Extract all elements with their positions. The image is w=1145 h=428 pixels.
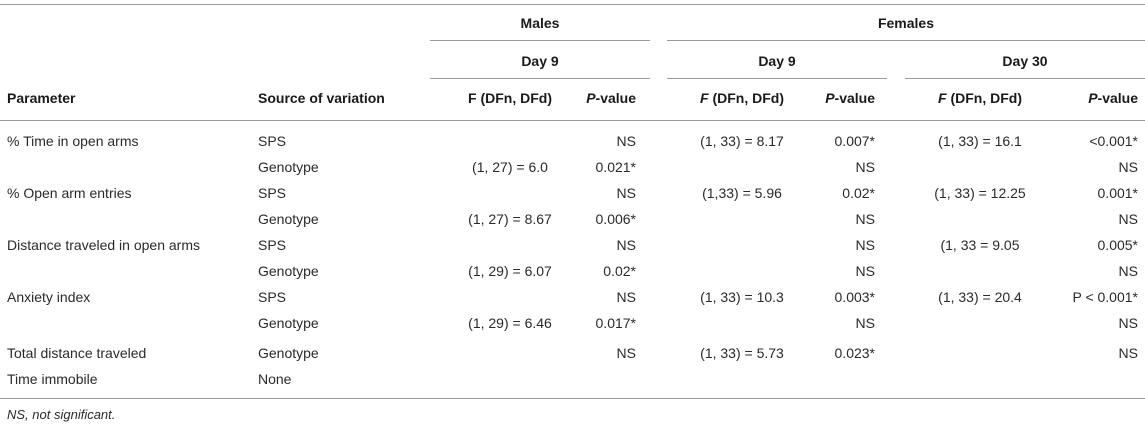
cell-males-f: (1, 27) = 6.0 bbox=[472, 159, 548, 175]
cell-f30-p: <0.001* bbox=[1089, 133, 1138, 149]
cell-parameter: % Time in open arms bbox=[7, 133, 139, 149]
day-header-males: Day 9 bbox=[521, 53, 559, 69]
cell-source: SPS bbox=[258, 133, 287, 149]
table-top-rule bbox=[0, 4, 1145, 5]
col-header-f30-p: P-value bbox=[1040, 89, 1138, 107]
cell-males-p: 0.02* bbox=[603, 263, 636, 279]
cell-f9-p: 0.023* bbox=[834, 345, 875, 361]
cell-f30-p: NS bbox=[1118, 211, 1138, 227]
cell-males-f: (1, 27) = 8.67 bbox=[468, 211, 552, 227]
col-header-parameter: Parameter bbox=[7, 90, 76, 106]
females-day9-rule bbox=[667, 78, 887, 79]
col-header-f30-f: F (DFn, DFd) bbox=[905, 89, 1055, 107]
cell-f9-p: NS bbox=[855, 159, 875, 175]
col-header-f30-f-letter: F bbox=[938, 90, 947, 106]
cell-f30-f: (1, 33 = 9.05 bbox=[940, 237, 1020, 253]
cell-males-p: NS bbox=[616, 289, 636, 305]
col-header-f9-p-rest: -value bbox=[834, 90, 875, 106]
col-header-f9-f: F (DFn, DFd) bbox=[667, 89, 817, 107]
col-header-males-p-rest: -value bbox=[595, 90, 636, 106]
col-header-f9-p-letter: P bbox=[825, 90, 835, 106]
cell-parameter: Anxiety index bbox=[7, 289, 91, 305]
cell-f9-f: (1, 33) = 8.17 bbox=[700, 133, 784, 149]
females-group-rule bbox=[667, 40, 1145, 41]
cell-males-p: 0.017* bbox=[595, 315, 636, 331]
cell-source: Genotype bbox=[258, 159, 319, 175]
col-header-f9-f-letter: F bbox=[700, 90, 709, 106]
cell-f9-f: (1, 33) = 5.73 bbox=[700, 345, 784, 361]
cell-f30-f: (1, 33) = 20.4 bbox=[938, 289, 1022, 305]
cell-f30-p: NS bbox=[1118, 345, 1138, 361]
cell-f9-p: 0.02* bbox=[842, 185, 875, 201]
group-header-females: Females bbox=[877, 15, 935, 31]
cell-males-p: NS bbox=[616, 237, 636, 253]
day-header-females-day9: Day 9 bbox=[758, 53, 796, 69]
cell-f9-p: NS bbox=[855, 237, 875, 253]
cell-source: SPS bbox=[258, 185, 287, 201]
cell-f9-p: 0.007* bbox=[834, 133, 875, 149]
cell-source: Genotype bbox=[258, 345, 319, 361]
cell-parameter: Total distance traveled bbox=[7, 345, 147, 361]
cell-males-f: (1, 29) = 6.46 bbox=[468, 315, 552, 331]
cell-parameter: Time immobile bbox=[7, 371, 98, 387]
cell-f9-p: NS bbox=[855, 315, 875, 331]
cell-f9-p: NS bbox=[855, 263, 875, 279]
cell-males-f: (1, 29) = 6.07 bbox=[468, 263, 552, 279]
cell-source: None bbox=[258, 371, 292, 387]
cell-source: Genotype bbox=[258, 211, 319, 227]
col-header-f9-p: P-value bbox=[800, 89, 875, 107]
col-header-males-f-letter: F bbox=[468, 90, 477, 106]
cell-source: SPS bbox=[258, 289, 287, 305]
cell-males-p: NS bbox=[616, 185, 636, 201]
col-header-f30-f-rest: (DFn, DFd) bbox=[946, 90, 1022, 106]
cell-f30-f: (1, 33) = 16.1 bbox=[938, 133, 1022, 149]
col-header-source: Source of variation bbox=[258, 90, 385, 106]
cell-parameter: Distance traveled in open arms bbox=[7, 237, 200, 253]
col-header-f30-p-letter: P bbox=[1088, 90, 1098, 106]
cell-source: SPS bbox=[258, 237, 287, 253]
cell-males-p: NS bbox=[616, 133, 636, 149]
col-header-males-p-letter: P bbox=[586, 90, 596, 106]
cell-f30-p: NS bbox=[1118, 159, 1138, 175]
cell-f30-p: 0.005* bbox=[1097, 237, 1138, 253]
col-header-f9-f-rest: (DFn, DFd) bbox=[708, 90, 784, 106]
table-bottom-rule bbox=[0, 398, 1145, 399]
males-group-rule bbox=[430, 40, 650, 41]
col-header-males-f: F (DFn, DFd) bbox=[430, 89, 590, 107]
cell-f30-p: NS bbox=[1118, 263, 1138, 279]
table-header-rule bbox=[0, 120, 1145, 121]
cell-males-p: 0.021* bbox=[595, 159, 636, 175]
cell-parameter: % Open arm entries bbox=[7, 185, 132, 201]
group-header-males: Males bbox=[520, 15, 560, 31]
table-footnote: NS, not significant. bbox=[7, 407, 116, 422]
day-header-females-day30: Day 30 bbox=[1002, 53, 1048, 69]
cell-males-p: NS bbox=[616, 345, 636, 361]
cell-f9-p: 0.003* bbox=[834, 289, 875, 305]
cell-f30-p: NS bbox=[1118, 315, 1138, 331]
cell-f30-p: P < 0.001* bbox=[1072, 289, 1138, 305]
cell-f9-f: (1,33) = 5.96 bbox=[702, 185, 782, 201]
col-header-males-p: P-value bbox=[580, 89, 636, 107]
cell-f9-f: (1, 33) = 10.3 bbox=[700, 289, 784, 305]
col-header-males-f-rest: (DFn, DFd) bbox=[476, 90, 552, 106]
cell-f9-p: NS bbox=[855, 211, 875, 227]
males-day-rule bbox=[430, 78, 650, 79]
cell-f30-f: (1, 33) = 12.25 bbox=[934, 185, 1026, 201]
cell-males-p: 0.006* bbox=[595, 211, 636, 227]
cell-f30-p: 0.001* bbox=[1097, 185, 1138, 201]
col-header-f30-p-rest: -value bbox=[1097, 90, 1138, 106]
cell-source: Genotype bbox=[258, 315, 319, 331]
cell-source: Genotype bbox=[258, 263, 319, 279]
females-day30-rule bbox=[905, 78, 1145, 79]
